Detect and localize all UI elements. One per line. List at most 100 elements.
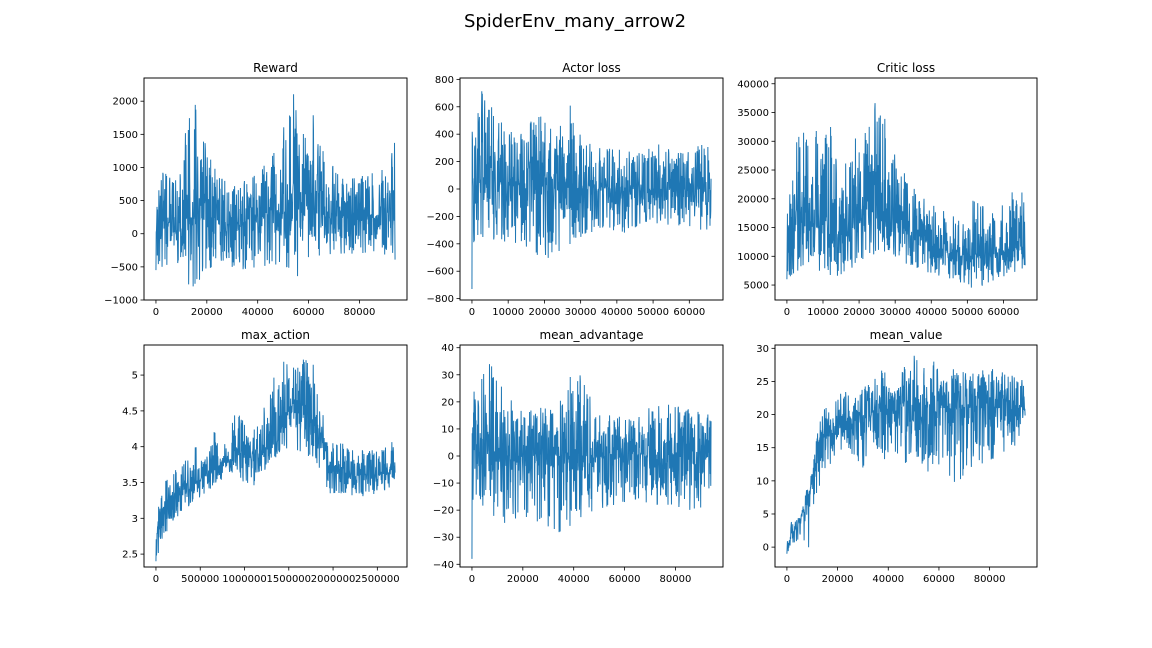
y-tick-label: 0 (448, 185, 454, 196)
x-tick-label: 0 (153, 307, 159, 318)
subplot-3: max_action 0 500000 1000000 1500000 2000000 25… (122, 328, 408, 585)
y-tick-label: 800 (435, 75, 454, 86)
x-tick-label: 10000 (807, 307, 839, 318)
y-tick-label: −400 (427, 239, 454, 250)
axes-border (774, 77, 1038, 301)
x-tick-label: 80000 (974, 574, 1006, 585)
x-tick-label: 80000 (660, 574, 692, 585)
y-tick-label: 2.5 (122, 550, 138, 561)
y-tick-label: 600 (435, 102, 454, 113)
x-tick-label: 50000 (951, 307, 983, 318)
y-tick-label: −20 (433, 506, 454, 517)
y-tick-label: 3.5 (122, 478, 138, 489)
x-tick-label: 30000 (879, 307, 911, 318)
subplot-title: Reward (253, 61, 298, 75)
x-tick-label: 40000 (601, 307, 633, 318)
y-tick-label: −1000 (104, 296, 138, 307)
y-tick-label: 4.5 (122, 406, 138, 417)
series-line (155, 359, 396, 562)
y-tick-label: 4 (132, 442, 138, 453)
y-tick-label: 10000 (737, 252, 769, 263)
y-tick-label: 0 (448, 452, 454, 463)
y-tick-label: −500 (111, 262, 138, 273)
y-tick-label: −40 (433, 560, 454, 571)
x-tick-label: 40000 (558, 574, 590, 585)
y-tick-label: 25 (756, 377, 769, 388)
y-tick-label: 15 (756, 443, 769, 454)
y-tick-label: 20 (441, 397, 454, 408)
y-tick-label: −30 (433, 533, 454, 544)
x-tick-label: 20000 (191, 307, 223, 318)
x-tick-label: 50000 (637, 307, 669, 318)
subplot-title: Critic loss (877, 61, 935, 75)
x-tick-label: 20000 (529, 307, 561, 318)
y-tick-label: 500 (119, 196, 138, 207)
series-line (786, 103, 1026, 288)
x-tick-label: 0 (469, 574, 475, 585)
subplot-title: max_action (241, 328, 310, 342)
x-tick-label: 0 (469, 307, 475, 318)
series-line (786, 355, 1026, 554)
x-tick-label: 0 (784, 307, 790, 318)
axes-border (143, 77, 408, 301)
series-line (471, 91, 712, 290)
x-tick-label: 1500000 (267, 574, 312, 585)
y-tick-label: 20000 (737, 194, 769, 205)
x-tick-label: 0 (784, 574, 790, 585)
x-tick-label: 60000 (988, 307, 1020, 318)
x-tick-label: 1000000 (222, 574, 267, 585)
x-tick-label: 60000 (923, 574, 955, 585)
y-tick-label: −600 (427, 267, 454, 278)
y-tick-label: 20 (756, 410, 769, 421)
y-tick-label: 5000 (744, 281, 769, 292)
x-tick-label: 20000 (843, 307, 875, 318)
x-tick-label: 2500000 (355, 574, 400, 585)
x-tick-label: 40000 (872, 574, 904, 585)
subplot-0: Reward 0 20000 40000 60000 80000 −1000 −500 0 500… (104, 61, 408, 318)
x-tick-label: 80000 (344, 307, 376, 318)
y-tick-label: 400 (435, 130, 454, 141)
x-tick-label: 10000 (492, 307, 524, 318)
y-tick-label: 10 (756, 476, 769, 487)
y-tick-label: 15000 (737, 223, 769, 234)
subplot-title: Actor loss (562, 61, 621, 75)
x-tick-label: 40000 (915, 307, 947, 318)
y-tick-label: 10 (441, 424, 454, 435)
y-tick-label: −10 (433, 479, 454, 490)
figure-title: SpiderEnv_many_arrow2 (464, 11, 686, 32)
subplot-5: mean_value 0 20000 40000 60000 80000 0 5 10 15 20 2… (756, 328, 1038, 585)
y-tick-label: 0 (763, 543, 769, 554)
y-tick-label: 30 (441, 370, 454, 381)
y-tick-label: 40000 (737, 79, 769, 90)
x-tick-label: 60000 (673, 307, 705, 318)
axes-border (774, 344, 1038, 568)
y-tick-label: 25000 (737, 166, 769, 177)
y-tick-label: −800 (427, 294, 454, 305)
y-tick-label: 5 (132, 371, 138, 382)
y-tick-label: 35000 (737, 108, 769, 119)
y-tick-label: 30 (756, 344, 769, 355)
x-tick-label: 30000 (565, 307, 597, 318)
subplot-title: mean_value (870, 328, 943, 342)
subplot-2: Critic loss 0 10000 20000 30000 40000 50000 600… (737, 61, 1038, 318)
y-tick-label: 0 (132, 229, 138, 240)
y-tick-label: 2000 (113, 97, 138, 108)
x-tick-label: 20000 (822, 574, 854, 585)
subplot-4: mean_advantage 0 20000 40000 60000 80000 −40 −3… (433, 328, 724, 585)
y-tick-label: 40 (441, 343, 454, 354)
x-tick-label: 60000 (609, 574, 641, 585)
x-tick-label: 20000 (507, 574, 539, 585)
axes-border (143, 344, 408, 568)
subplot-title: mean_advantage (539, 328, 643, 342)
x-tick-label: 2000000 (311, 574, 356, 585)
series-line (471, 364, 712, 559)
y-tick-label: 5 (763, 509, 769, 520)
y-tick-label: 1000 (113, 163, 138, 174)
x-tick-label: 500000 (181, 574, 219, 585)
y-tick-label: 1500 (113, 130, 138, 141)
x-tick-label: 40000 (242, 307, 274, 318)
y-tick-label: 3 (132, 514, 138, 525)
